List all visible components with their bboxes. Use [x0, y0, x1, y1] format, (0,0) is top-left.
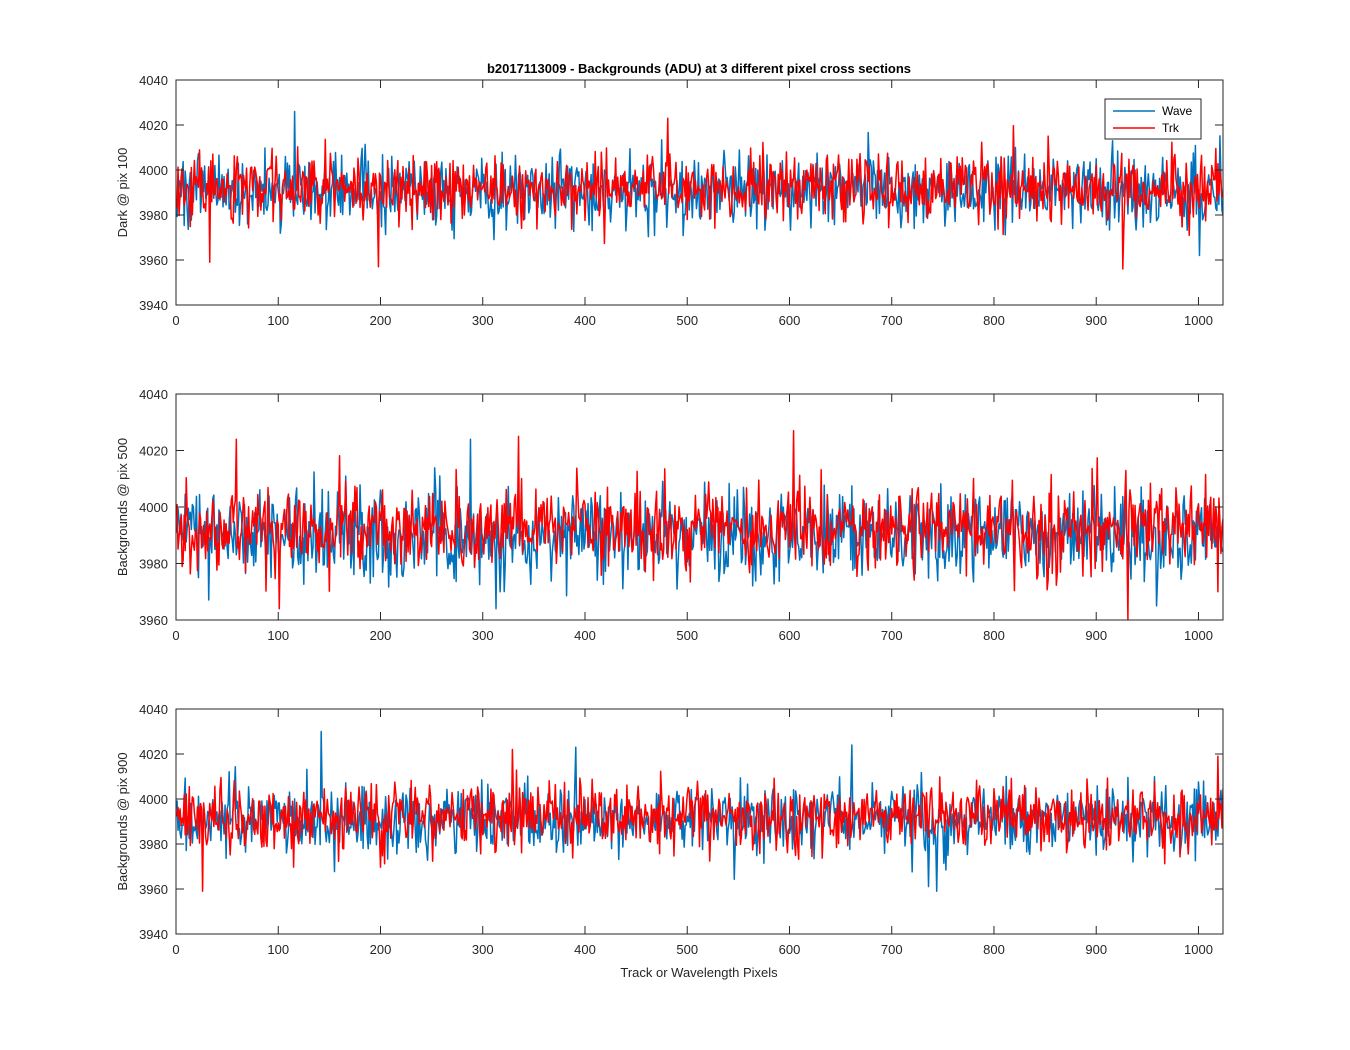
- x-tick-label: 900: [1085, 942, 1107, 957]
- x-tick-label: 800: [983, 942, 1005, 957]
- x-tick-label: 500: [676, 628, 698, 643]
- series-group: [176, 730, 1223, 892]
- x-tick-label: 0: [172, 628, 179, 643]
- x-tick-label: 300: [472, 942, 494, 957]
- series-group: [176, 429, 1223, 620]
- x-tick-label: 700: [881, 313, 903, 328]
- x-tick-label: 700: [881, 942, 903, 957]
- subplots: 0 100 200 300 400 500 600 700 800 900 100039403960…: [115, 73, 1224, 957]
- x-axis-label: Track or Wavelength Pixels: [620, 965, 778, 980]
- axes-box: [175, 708, 1224, 935]
- x-tick-label: 400: [574, 628, 596, 643]
- x-tick-label: 100: [267, 942, 289, 957]
- y-tick-label: 4000: [139, 163, 168, 178]
- x-tick-label: 800: [983, 313, 1005, 328]
- y-tick-label: 4000: [139, 792, 168, 807]
- y-tick-label: 4020: [139, 747, 168, 762]
- y-axis-label: Backgrounds @ pix 900: [115, 752, 130, 890]
- x-tick-label: 1000: [1184, 942, 1213, 957]
- legend-box: [1104, 98, 1202, 140]
- y-tick-label: 3960: [139, 613, 168, 628]
- x-tick-label: 200: [370, 942, 392, 957]
- series-line-trk: [176, 117, 1223, 270]
- series-group: [176, 110, 1223, 270]
- subplot-3: 0 100 200 300 400 500 600 700 800 900 1000 3940 3960…: [115, 702, 1224, 957]
- plot-area: [176, 394, 1223, 620]
- y-tick-label: 3980: [139, 208, 168, 223]
- x-tick-label: 600: [779, 313, 801, 328]
- x-tick-label: 1000: [1184, 313, 1213, 328]
- legend-label-trk: Trk: [1162, 121, 1180, 135]
- x-tick-label: 100: [267, 628, 289, 643]
- x-tick-label: 400: [574, 313, 596, 328]
- series-line-wave: [176, 110, 1223, 257]
- subplot-1: 0 100 200 300 400 500 600 700 800 900 1000 3940 3960…: [115, 73, 1224, 328]
- series-line-trk: [176, 429, 1223, 620]
- x-tick-label: 0: [172, 313, 179, 328]
- x-tick-label: 0: [172, 942, 179, 957]
- y-tick-label: 3960: [139, 253, 168, 268]
- y-tick-label: 4040: [139, 73, 168, 88]
- y-tick-label: 3960: [139, 882, 168, 897]
- x-tick-label: 500: [676, 313, 698, 328]
- x-tick-label: 500: [676, 942, 698, 957]
- y-tick-label: 3980: [139, 557, 168, 572]
- x-tick-label: 800: [983, 628, 1005, 643]
- x-tick-label: 300: [472, 628, 494, 643]
- series-line-trk: [176, 748, 1223, 892]
- axes-box: [175, 79, 1224, 306]
- subplot-2: 0 100 200 300 400 500 600 700 800 900 1000 3960 3980…: [115, 387, 1224, 643]
- legend-label-wave: Wave: [1162, 104, 1193, 118]
- x-tick-label: 100: [267, 313, 289, 328]
- y-tick-label: 4040: [139, 702, 168, 717]
- y-tick-label: 3940: [139, 298, 168, 313]
- y-tick-label: 3980: [139, 837, 168, 852]
- legend: Wave Trk: [1104, 98, 1202, 140]
- y-axis-label: Dark @ pix 100: [115, 148, 130, 238]
- figure-title: b2017113009 - Backgrounds (ADU) at 3 dif…: [487, 61, 911, 76]
- x-tick-label: 200: [370, 313, 392, 328]
- y-axis-label: Backgrounds @ pix 500: [115, 438, 130, 576]
- x-tick-label: 400: [574, 942, 596, 957]
- x-tick-label: 900: [1085, 313, 1107, 328]
- y-tick-label: 3940: [139, 927, 168, 942]
- x-tick-label: 900: [1085, 628, 1107, 643]
- x-tick-label: 700: [881, 628, 903, 643]
- x-tick-label: 300: [472, 313, 494, 328]
- y-tick-label: 4020: [139, 118, 168, 133]
- x-tick-label: 600: [779, 942, 801, 957]
- x-tick-label: 1000: [1184, 628, 1213, 643]
- x-tick-label: 600: [779, 628, 801, 643]
- y-tick-label: 4040: [139, 387, 168, 402]
- y-tick-label: 4000: [139, 500, 168, 515]
- x-tick-label: 200: [370, 628, 392, 643]
- y-tick-label: 4020: [139, 444, 168, 459]
